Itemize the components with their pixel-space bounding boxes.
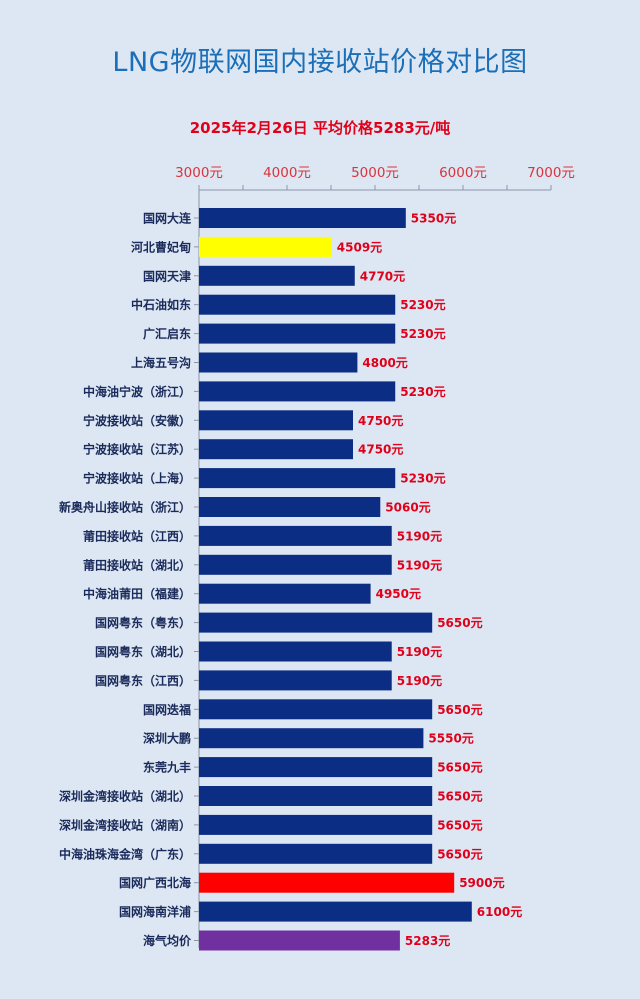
- value-label: 5190元: [397, 645, 442, 659]
- value-label: 5190元: [397, 529, 442, 543]
- value-label: 4950元: [376, 587, 421, 601]
- bar: [199, 757, 433, 778]
- category-label: 海气均价: [143, 933, 192, 948]
- value-label: 4770元: [360, 269, 405, 283]
- category-label: 中海油宁波（浙江）: [83, 384, 191, 399]
- category-label: 宁波接收站（江苏）: [83, 442, 191, 457]
- category-label: 中石油如东: [131, 297, 191, 312]
- category-label: 国网天津: [143, 268, 191, 283]
- bar: [199, 468, 396, 489]
- category-label: 宁波接收站（安徽）: [83, 413, 191, 428]
- category-label: 深圳金湾接收站（湖南）: [59, 817, 191, 832]
- x-tick-label: 3000元: [175, 165, 223, 181]
- category-label: 莆田接收站（江西）: [83, 528, 191, 543]
- bar: [199, 872, 455, 893]
- x-tick-label: 5000元: [351, 165, 399, 181]
- value-label: 4750元: [358, 414, 403, 428]
- bar: [199, 439, 353, 460]
- value-label: 5190元: [397, 674, 442, 688]
- value-label: 5650元: [437, 790, 482, 804]
- category-label: 国网大连: [143, 211, 192, 226]
- value-label: 5190元: [397, 558, 442, 572]
- category-label: 河北曹妃甸: [130, 239, 191, 254]
- category-label: 宁波接收站（上海）: [83, 471, 191, 486]
- value-label: 5650元: [437, 847, 482, 861]
- category-label: 国网粤东（粤东）: [95, 615, 191, 630]
- value-label: 5283元: [405, 934, 450, 948]
- value-label: 5900元: [459, 876, 504, 890]
- bar: [199, 294, 396, 315]
- category-label: 上海五号沟: [131, 355, 191, 370]
- value-label: 6100元: [477, 905, 522, 919]
- category-label: 国网广西北海: [119, 875, 191, 890]
- bar: [199, 728, 424, 749]
- category-label: 中海油莆田（福建）: [83, 586, 191, 601]
- bar: [199, 814, 433, 835]
- bar: [199, 641, 392, 662]
- x-tick-label: 4000元: [263, 165, 311, 181]
- value-label: 4800元: [362, 356, 407, 370]
- category-label: 深圳大鹏: [143, 731, 191, 746]
- bar: [199, 497, 381, 517]
- bar: [199, 583, 371, 604]
- chart-subtitle: 2025年2月26日 平均价格5283元/吨: [189, 119, 451, 137]
- bar: [199, 236, 332, 257]
- value-label: 5650元: [437, 703, 482, 717]
- value-label: 5060元: [385, 501, 430, 515]
- category-label: 中海油珠海金湾（广东）: [59, 846, 191, 861]
- value-label: 4509元: [337, 240, 382, 254]
- bar: [199, 352, 358, 373]
- bar: [199, 901, 472, 922]
- bar: [199, 525, 392, 546]
- bar: [199, 612, 433, 633]
- bar: [199, 265, 355, 286]
- category-label: 国网迭福: [143, 702, 191, 717]
- category-label: 新奥舟山接收站（浙江）: [59, 500, 191, 515]
- value-label: 5230元: [400, 298, 445, 312]
- value-label: 5650元: [437, 616, 482, 630]
- bar: [199, 670, 392, 691]
- category-label: 国网粤东（湖北）: [95, 644, 191, 659]
- category-label: 广汇启东: [143, 326, 191, 341]
- bar: [199, 699, 433, 720]
- value-label: 5230元: [400, 472, 445, 486]
- bar: [199, 208, 406, 228]
- bar: [199, 381, 396, 402]
- x-tick-label: 6000元: [439, 165, 487, 181]
- value-label: 5350元: [411, 212, 456, 226]
- category-label: 国网粤东（江西）: [95, 673, 191, 688]
- value-label: 5230元: [400, 385, 445, 399]
- bar: [199, 323, 396, 344]
- value-label: 5650元: [437, 818, 482, 832]
- bar: [199, 786, 433, 806]
- value-label: 5650元: [437, 761, 482, 775]
- x-tick-label: 7000元: [527, 165, 575, 181]
- bar: [199, 554, 392, 575]
- bar: [199, 843, 433, 864]
- value-label: 5550元: [428, 732, 473, 746]
- category-label: 国网海南洋浦: [119, 904, 191, 919]
- value-label: 5230元: [400, 327, 445, 341]
- bar: [199, 930, 400, 951]
- category-label: 东莞九丰: [143, 760, 191, 775]
- category-label: 莆田接收站（湖北）: [83, 557, 191, 572]
- chart-title: LNG物联网国内接收站价格对比图: [112, 47, 528, 78]
- bar: [199, 410, 353, 431]
- value-label: 4750元: [358, 443, 403, 457]
- category-label: 深圳金湾接收站（湖北）: [59, 789, 191, 804]
